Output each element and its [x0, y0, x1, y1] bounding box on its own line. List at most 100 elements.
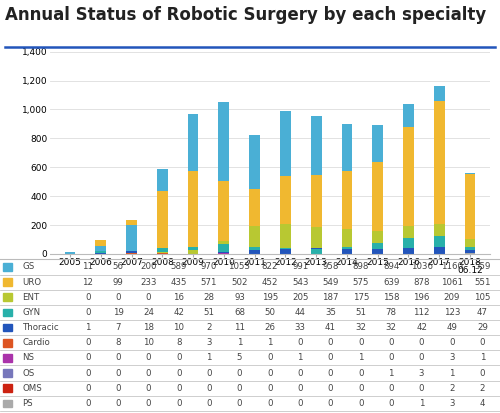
Bar: [157, 248, 168, 254]
Text: 196: 196: [414, 293, 430, 302]
Bar: [218, 240, 229, 254]
Text: 0: 0: [388, 338, 394, 347]
Bar: [96, 246, 106, 254]
Bar: [464, 173, 475, 254]
Text: 435: 435: [170, 278, 187, 287]
Bar: [126, 251, 137, 254]
Bar: [311, 248, 322, 254]
Bar: [280, 249, 291, 254]
Bar: [311, 249, 322, 254]
Bar: [342, 124, 352, 254]
Text: 2: 2: [206, 323, 212, 332]
Text: 19: 19: [112, 308, 124, 317]
Text: 49: 49: [446, 323, 458, 332]
Text: 1: 1: [388, 368, 394, 377]
Text: 0: 0: [358, 368, 364, 377]
Text: 78: 78: [386, 308, 397, 317]
Text: 0: 0: [449, 338, 454, 347]
Text: 32: 32: [356, 323, 366, 332]
Text: 0: 0: [328, 384, 334, 393]
Text: Cardio: Cardio: [22, 338, 50, 347]
Text: 452: 452: [262, 278, 278, 287]
Bar: [96, 253, 106, 254]
Bar: [403, 225, 414, 254]
Text: 0: 0: [388, 399, 394, 408]
Bar: [372, 249, 383, 254]
Bar: [403, 104, 414, 254]
Text: 0: 0: [267, 354, 272, 362]
Text: 1: 1: [480, 354, 485, 362]
Bar: [342, 247, 352, 254]
Bar: [96, 251, 106, 254]
Text: 11: 11: [234, 323, 245, 332]
Text: OS: OS: [22, 368, 35, 377]
Bar: [403, 127, 414, 254]
Text: 0: 0: [206, 399, 212, 408]
Text: 0: 0: [358, 384, 364, 393]
Text: 543: 543: [292, 278, 308, 287]
Bar: [434, 247, 444, 254]
Text: 1: 1: [85, 323, 90, 332]
Text: 33: 33: [294, 323, 306, 332]
Text: 1: 1: [358, 354, 364, 362]
Bar: [434, 224, 444, 254]
Text: 158: 158: [383, 293, 400, 302]
Text: ENT: ENT: [22, 293, 40, 302]
Text: 99: 99: [112, 278, 124, 287]
Bar: [280, 248, 291, 254]
Text: 0: 0: [298, 384, 303, 393]
Text: 0: 0: [85, 308, 90, 317]
Bar: [372, 161, 383, 254]
Text: 0: 0: [419, 338, 424, 347]
Text: 47: 47: [477, 308, 488, 317]
Bar: [311, 116, 322, 254]
Text: 1: 1: [267, 338, 272, 347]
Text: GS: GS: [22, 262, 35, 271]
Text: OMS: OMS: [22, 384, 42, 393]
Bar: [464, 247, 475, 254]
Bar: [464, 174, 475, 254]
Bar: [342, 171, 352, 254]
Text: 123: 123: [444, 308, 460, 317]
Text: 18: 18: [143, 323, 154, 332]
Text: 50: 50: [264, 308, 276, 317]
Text: 0: 0: [298, 338, 303, 347]
Text: PS: PS: [22, 399, 33, 408]
Bar: [157, 169, 168, 254]
Text: 105: 105: [474, 293, 490, 302]
Bar: [342, 249, 352, 254]
Text: 0: 0: [85, 338, 90, 347]
Text: 3: 3: [206, 338, 212, 347]
Text: 56: 56: [112, 262, 124, 271]
Text: 2: 2: [449, 384, 454, 393]
Text: GYN: GYN: [22, 308, 40, 317]
Bar: [126, 252, 137, 254]
Text: 502: 502: [231, 278, 248, 287]
Text: 0: 0: [146, 368, 151, 377]
Text: 68: 68: [234, 308, 245, 317]
Text: 200: 200: [140, 262, 156, 271]
Text: 44: 44: [294, 308, 306, 317]
Text: 51: 51: [356, 308, 366, 317]
Text: 0: 0: [146, 293, 151, 302]
Bar: [188, 250, 198, 254]
Bar: [188, 114, 198, 254]
Text: 551: 551: [474, 278, 490, 287]
Text: 24: 24: [143, 308, 154, 317]
Text: URO: URO: [22, 278, 42, 287]
Text: 1: 1: [449, 368, 454, 377]
Bar: [249, 250, 260, 254]
Text: 0: 0: [236, 368, 242, 377]
Text: 1160: 1160: [441, 262, 463, 271]
Text: 575: 575: [352, 278, 369, 287]
Text: 0: 0: [358, 399, 364, 408]
Text: 0: 0: [176, 399, 182, 408]
Bar: [249, 226, 260, 254]
Text: 1: 1: [419, 399, 424, 408]
Text: 0: 0: [236, 384, 242, 393]
Text: 0: 0: [85, 354, 90, 362]
Text: NS: NS: [22, 354, 34, 362]
Text: 0: 0: [298, 399, 303, 408]
Bar: [64, 252, 76, 254]
Text: 0: 0: [206, 384, 212, 393]
